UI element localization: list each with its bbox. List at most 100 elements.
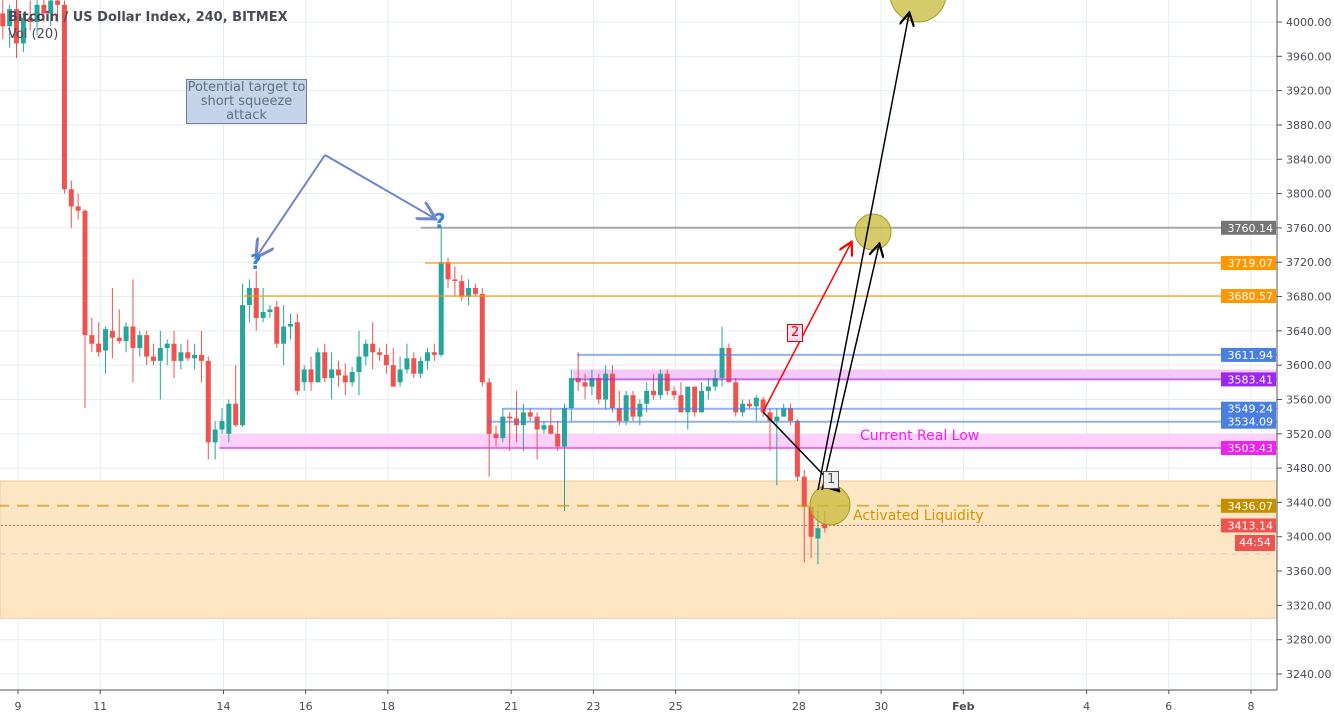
candle-body — [287, 323, 293, 327]
candle-body — [377, 352, 383, 355]
candle-body — [41, 4, 47, 14]
candle-body — [445, 262, 451, 280]
candle-body — [233, 403, 239, 426]
candle-body — [760, 399, 766, 413]
time-tick-label: 18 — [381, 700, 395, 713]
candle-body — [746, 403, 752, 407]
candle-body — [390, 365, 396, 387]
candle-body — [678, 395, 684, 413]
liquidity-zone — [0, 480, 1278, 619]
target-circle — [890, 0, 946, 23]
candle-body — [123, 326, 129, 342]
candle-body — [712, 378, 718, 387]
candle-body — [630, 395, 636, 417]
axis-tick-label: 3720.00 — [1286, 256, 1332, 269]
axis-tick-label: 3400.00 — [1286, 531, 1332, 544]
candle-body — [34, 4, 40, 23]
price-label: 3760.14 — [1228, 222, 1274, 235]
step-1-label[interactable]: 1 — [823, 471, 840, 489]
axis-tick-label: 3800.00 — [1286, 188, 1332, 201]
axis-bg — [1277, 0, 1334, 717]
candle-body — [281, 326, 287, 344]
time-tick-label: 25 — [669, 700, 683, 713]
target-circle — [809, 484, 851, 526]
candle-body — [68, 189, 74, 207]
note-potential-target[interactable]: Potential target to short squeeze attack — [186, 79, 307, 124]
candle-body — [185, 352, 191, 359]
price-label: 3611.94 — [1228, 349, 1274, 362]
candle-body — [774, 416, 780, 421]
label-activated-liquidity[interactable]: Activated Liquidity — [853, 508, 984, 524]
black-arrow — [821, 245, 879, 491]
candle-body — [685, 386, 691, 413]
price-label: 3583.41 — [1228, 373, 1274, 386]
candle-body — [349, 372, 355, 383]
candle-body — [568, 378, 574, 409]
candle-body — [671, 390, 677, 396]
time-tick-label: 16 — [299, 700, 313, 713]
candle-body — [548, 425, 554, 434]
axis-tick-label: 4000.00 — [1286, 16, 1332, 29]
candle-body — [527, 412, 533, 417]
price-label-bg — [1221, 256, 1276, 271]
candle-body — [0, 13, 6, 27]
candle-body — [424, 352, 430, 361]
candle-body — [589, 378, 595, 387]
candle-body — [308, 369, 314, 383]
candle-body — [130, 326, 136, 349]
candle-body — [801, 476, 807, 507]
candle-body — [500, 416, 506, 439]
price-label-bg — [1221, 441, 1276, 456]
price-label: 3413.14 — [1228, 519, 1274, 532]
candle-body — [96, 343, 102, 353]
step-2-label[interactable]: 2 — [787, 324, 804, 342]
candle-body — [75, 206, 81, 211]
drawings — [257, 0, 946, 526]
price-label: 3719.07 — [1228, 257, 1274, 270]
candle-body — [520, 412, 526, 426]
label-current-real-low[interactable]: Current Real Low — [860, 428, 980, 444]
candle-body — [692, 386, 698, 413]
candle-body — [164, 343, 170, 349]
blue-arrow — [257, 154, 326, 256]
candle-body — [815, 528, 821, 539]
candle-body — [472, 287, 478, 294]
blue-arrow — [324, 154, 434, 218]
black-arrow — [817, 14, 909, 491]
price-label: 3503.43 — [1228, 442, 1274, 455]
time-tick-label: 8 — [1248, 700, 1255, 713]
volume-indicator-label[interactable]: Vol (20) — [8, 27, 59, 42]
candle-body — [157, 348, 163, 361]
candle-body — [822, 523, 828, 529]
candle-body — [404, 358, 410, 370]
price-label-bg — [1221, 220, 1276, 235]
candle-body — [733, 382, 739, 413]
red-arrow — [762, 243, 851, 413]
candle-body — [82, 210, 88, 336]
candle-body — [466, 287, 472, 297]
candle-body — [808, 506, 814, 537]
candle-body — [137, 335, 143, 349]
candle-body — [418, 360, 424, 374]
candle-body — [226, 403, 232, 434]
candle-body — [383, 354, 389, 366]
candle-body — [219, 420, 225, 430]
candle-body — [431, 352, 437, 355]
candle-body — [27, 17, 33, 22]
price-label-bg — [1221, 289, 1276, 304]
axis-tick-label: 3280.00 — [1286, 634, 1332, 647]
candle-body — [55, 0, 61, 5]
time-tick-label: 4 — [1083, 700, 1090, 713]
candle-body — [555, 433, 561, 447]
candle-body — [192, 354, 198, 359]
chart-legend: Bitcoin / US Dollar Index, 240, BITMEX V… — [8, 9, 288, 43]
time-tick-label: Feb — [952, 700, 975, 713]
candle-body — [507, 416, 513, 419]
time-tick-label: 9 — [15, 700, 22, 713]
candle-body — [61, 4, 67, 190]
candle-body — [609, 373, 615, 409]
price-label: 3436.07 — [1228, 500, 1274, 513]
symbol-title[interactable]: Bitcoin / US Dollar Index, 240, BITMEX — [8, 10, 288, 25]
candle-body — [616, 408, 622, 421]
